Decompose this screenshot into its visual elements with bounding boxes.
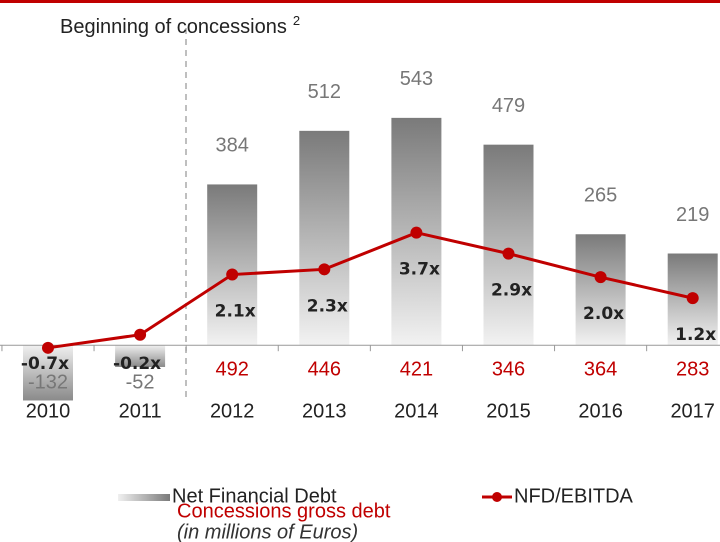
bar [23,345,73,401]
x-tick-label: 2013 [302,400,347,422]
bar [575,234,626,346]
ratio-point [686,292,699,305]
bar-value-label: 384 [216,135,249,157]
ratio-label: 3.7x [399,260,440,280]
ratio-point [42,341,54,354]
ratio-point [502,247,515,260]
x-tick-label: 2016 [578,400,623,422]
legend-swatch-dot [492,492,502,502]
annotation-note: 2 [293,13,300,28]
x-tick-label: 2010 [26,400,71,422]
ratio-point [134,328,147,341]
bar-value-label: 512 [308,81,341,103]
ratio-label: 2.3x [307,296,348,316]
x-tick-label: 2014 [394,400,439,422]
ratio-label: -0.7x [21,354,69,374]
ratio-point [410,226,423,239]
bar-value-label: -132 [28,371,68,393]
x-tick-label: 2011 [119,400,162,422]
bar [207,184,258,346]
gross-debt-value: 446 [308,358,341,380]
bar-value-label: -52 [126,371,155,393]
x-tick-label: 2015 [486,400,531,422]
ratio-label: 2.1x [215,302,256,322]
bar-value-label: 219 [676,204,709,226]
annotation: Beginning of concessions 2 [60,13,300,38]
bar-value-label: 479 [492,95,525,117]
bar [299,130,350,346]
ratio-point [226,268,239,281]
ratio-label: 1.2x [675,325,716,345]
bar [483,144,534,346]
legend-label: NFD/EBITDA [514,485,634,507]
bar-value-label: 265 [584,185,617,207]
gross-debt-value: 364 [584,358,617,380]
ratio-line [47,231,694,350]
ratio-label: -0.2x [113,354,161,374]
x-tick-label: 2017 [670,400,715,422]
bar [115,345,166,367]
gross-debt-label: Concessions gross debt [177,500,391,522]
legend-label: Net Financial Debt [172,485,337,507]
gross-debt-value: 492 [216,358,249,380]
ratio-label: 2.9x [491,281,532,301]
ratio-label: 2.0x [583,304,624,324]
ratio-point [594,271,607,284]
bar-value-label: 543 [400,68,433,90]
subtitle: (in millions of Euros) [177,521,358,542]
legend-swatch-bar [118,494,170,501]
gross-debt-value: 421 [400,358,433,380]
gross-debt-value: 346 [492,358,525,380]
ratio-point [318,263,331,276]
gross-debt-value: 283 [676,358,709,380]
annotation-text: Beginning of concessions [60,16,287,38]
x-tick-label: 2012 [210,400,255,422]
